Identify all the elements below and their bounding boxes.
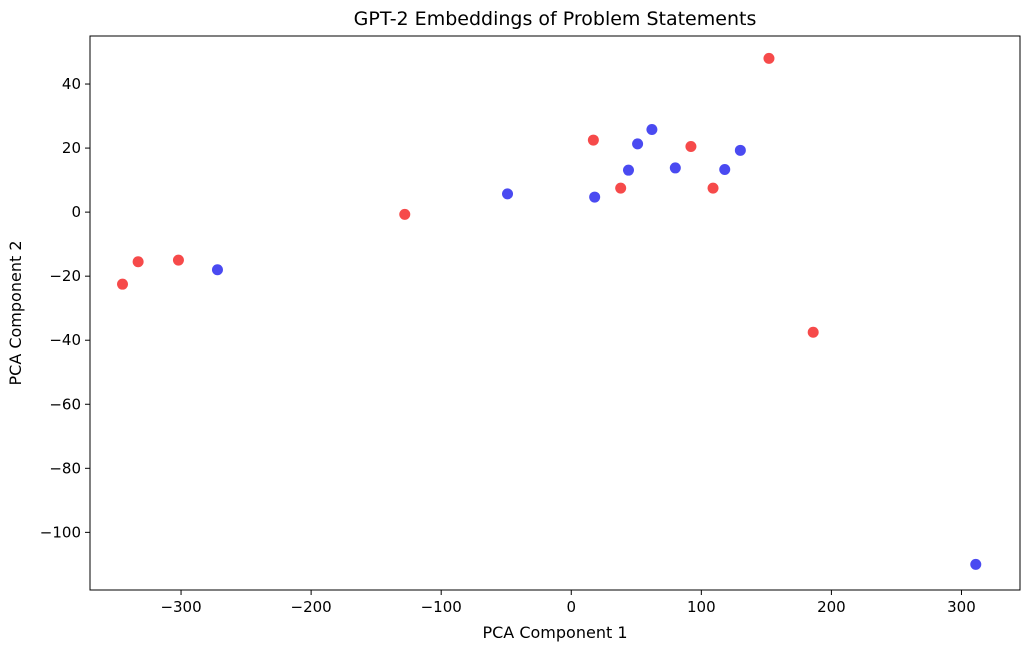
data-point-s0-0 bbox=[763, 52, 775, 64]
data-point-s1-9 bbox=[970, 558, 982, 570]
y-tick-label: −40 bbox=[49, 331, 81, 349]
data-point-s0-7 bbox=[132, 256, 144, 268]
data-point-s1-6 bbox=[589, 191, 601, 203]
x-tick-label: −300 bbox=[160, 598, 201, 616]
data-point-s0-2 bbox=[685, 140, 697, 152]
x-axis-ticks: −300 −200 −100 0 100 200 300 bbox=[160, 590, 976, 616]
y-tick-label: −60 bbox=[49, 395, 81, 413]
x-tick-label: 300 bbox=[947, 598, 976, 616]
data-point-s1-8 bbox=[211, 264, 223, 276]
y-tick-label: −20 bbox=[49, 267, 81, 285]
x-tick-label: 200 bbox=[817, 598, 846, 616]
y-tick-label: 20 bbox=[62, 139, 81, 157]
plot-area bbox=[89, 35, 1021, 591]
x-tick-label: −100 bbox=[421, 598, 462, 616]
data-point-s1-5 bbox=[622, 164, 634, 176]
data-point-s0-1 bbox=[587, 134, 599, 146]
data-point-s0-8 bbox=[117, 278, 129, 290]
data-point-s0-4 bbox=[707, 182, 719, 194]
x-tick-label: −200 bbox=[291, 598, 332, 616]
data-point-s0-6 bbox=[172, 254, 184, 266]
data-point-s1-2 bbox=[734, 144, 746, 156]
y-tick-label: 0 bbox=[71, 203, 81, 221]
x-axis-label: PCA Component 1 bbox=[482, 623, 627, 642]
chart-title: GPT-2 Embeddings of Problem Statements bbox=[354, 8, 757, 30]
x-tick-label: 100 bbox=[687, 598, 716, 616]
data-point-s0-3 bbox=[615, 182, 627, 194]
y-axis-label: PCA Component 2 bbox=[6, 240, 25, 385]
y-tick-label: −80 bbox=[49, 459, 81, 477]
data-point-s1-4 bbox=[719, 164, 731, 176]
data-point-s0-9 bbox=[807, 326, 819, 338]
data-points bbox=[117, 52, 982, 570]
data-point-s1-1 bbox=[632, 138, 644, 150]
x-tick-label: 0 bbox=[566, 598, 576, 616]
y-tick-label: −100 bbox=[40, 523, 81, 541]
data-point-s1-3 bbox=[669, 162, 681, 174]
y-tick-label: 40 bbox=[62, 75, 81, 93]
data-point-s1-7 bbox=[502, 188, 514, 200]
data-point-s1-0 bbox=[646, 124, 658, 136]
plot-frame bbox=[89, 35, 1021, 591]
data-point-s0-5 bbox=[399, 208, 411, 220]
y-axis-ticks: −100 −80 −60 −40 −20 0 20 40 bbox=[40, 75, 90, 541]
